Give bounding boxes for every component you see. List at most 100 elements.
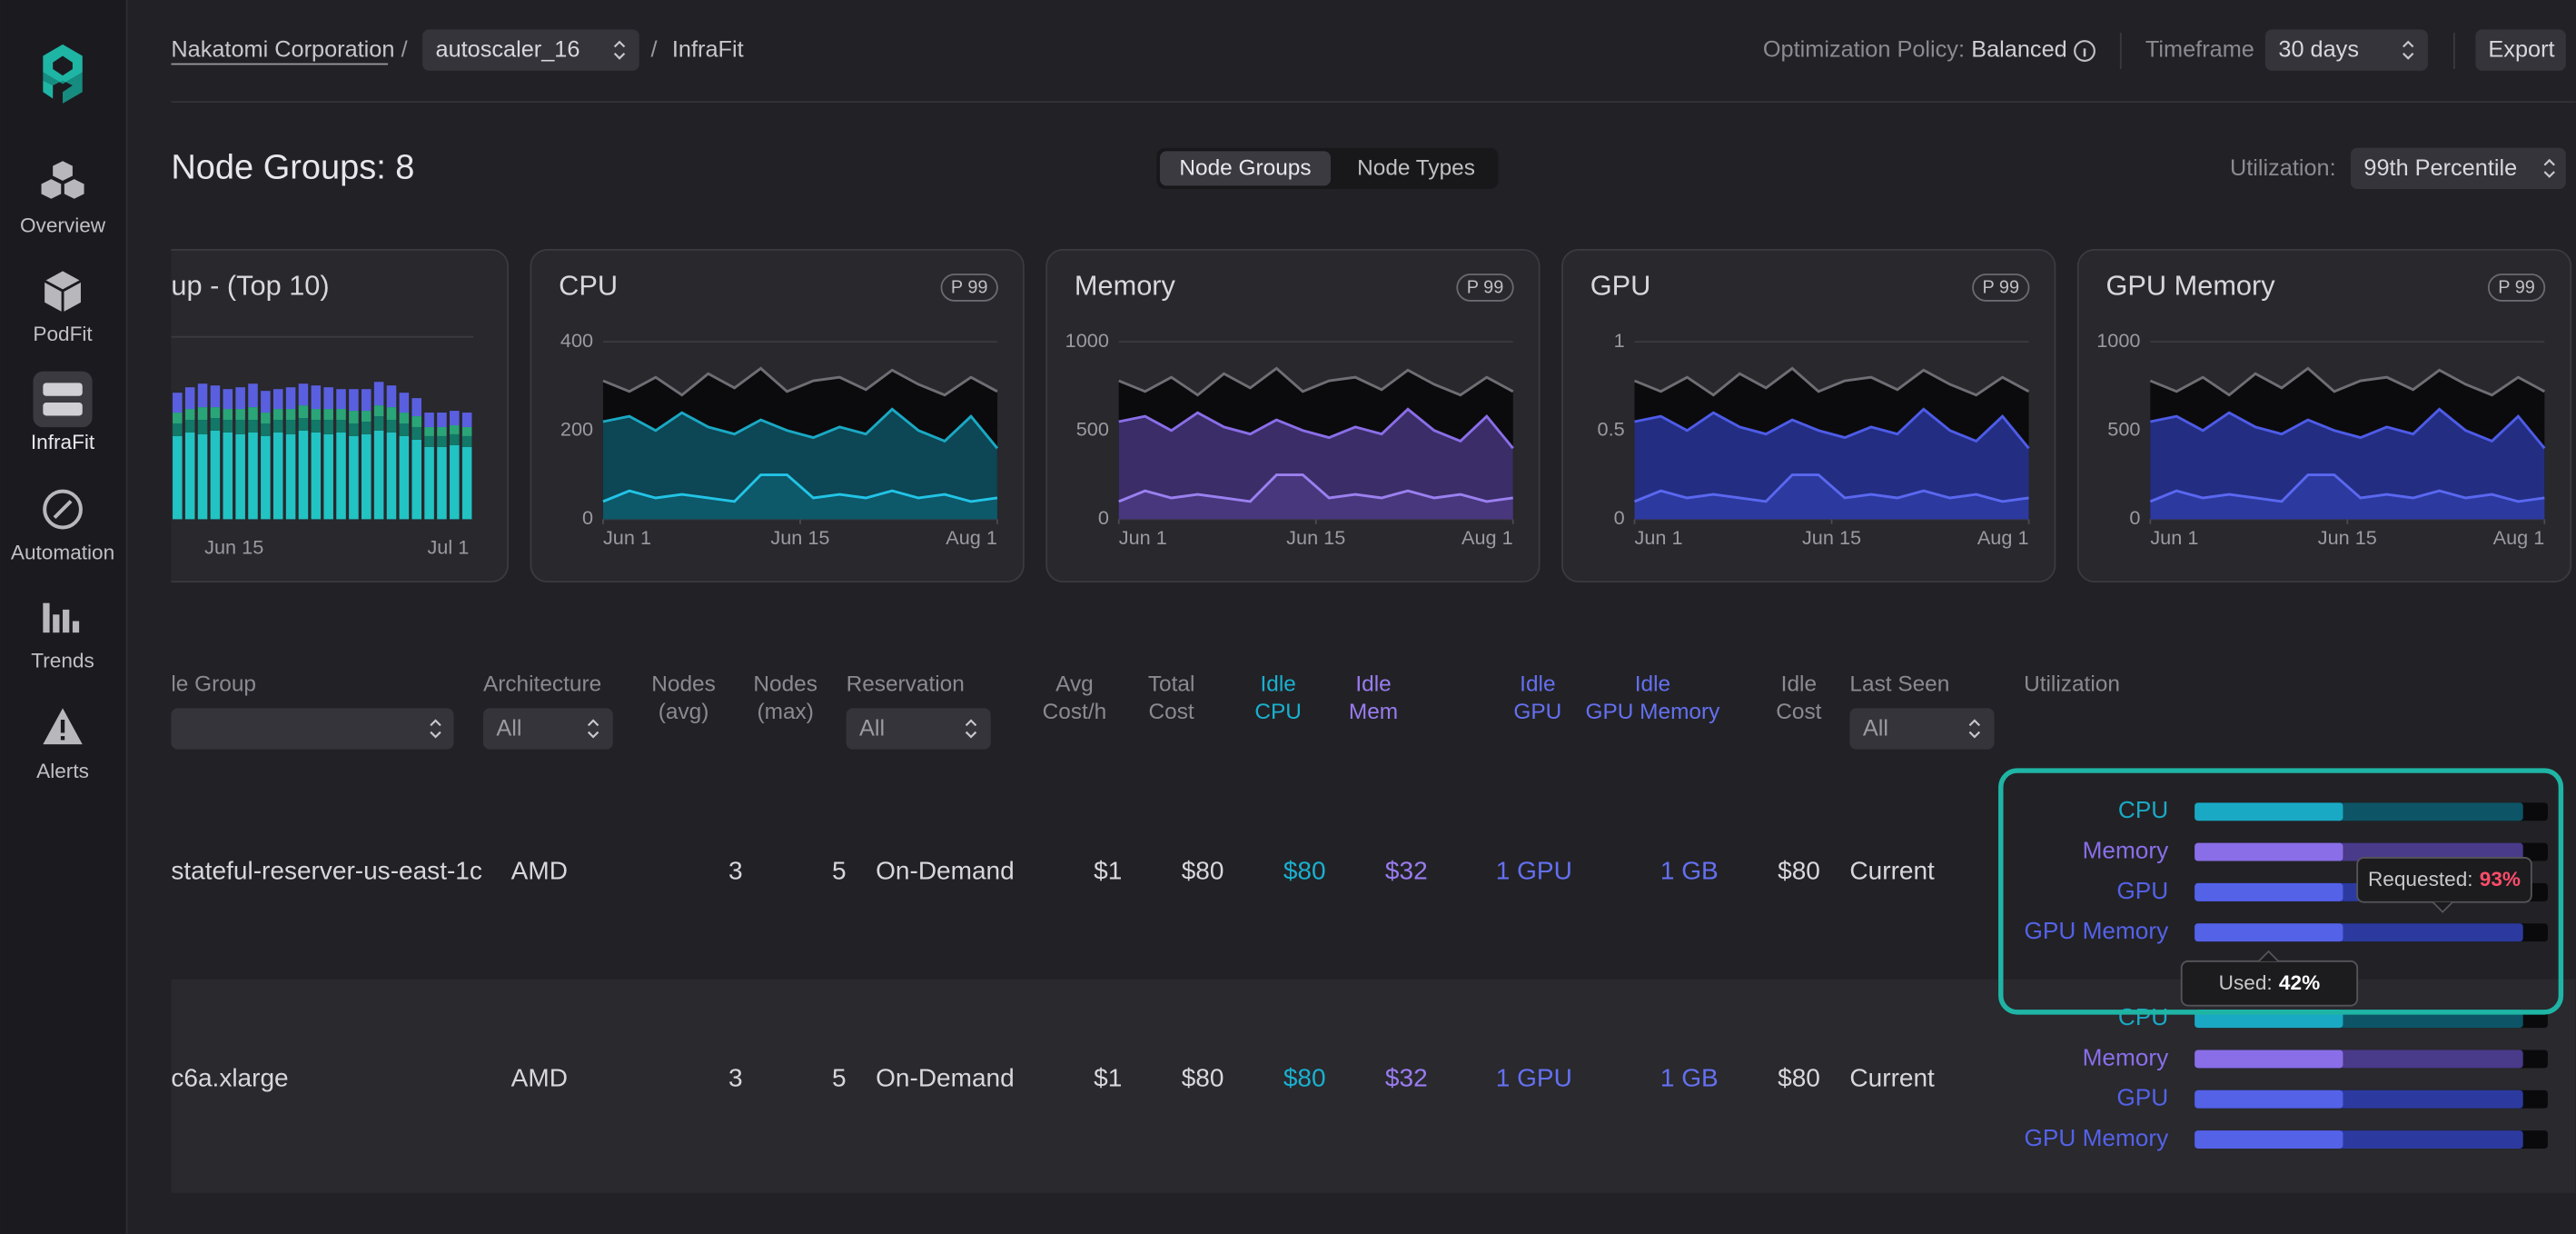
utilization-name: Memory [2083, 837, 2170, 864]
column-header: Nodes [753, 672, 817, 696]
chart-title: CPU [559, 270, 618, 302]
row-background [171, 979, 2576, 1193]
column-filter[interactable] [482, 708, 613, 750]
table-cell: 1 GB [1660, 1063, 1719, 1091]
bar-segment [235, 387, 245, 410]
column-header: le Group [171, 672, 256, 696]
badge [1456, 274, 1514, 302]
bar-segment [173, 393, 183, 413]
nav-item[interactable]: PodFit [33, 323, 93, 345]
column-header: Utilization [2024, 672, 2120, 696]
cluster-select[interactable] [422, 29, 639, 71]
separator: / [401, 37, 409, 63]
column-filter[interactable] [846, 708, 991, 750]
export-label[interactable]: Export [2488, 37, 2554, 63]
area-line [602, 366, 998, 397]
table-cell: $80 [1182, 857, 1224, 885]
bar-segment [386, 432, 397, 520]
utilization-name: GPU Memory [2025, 1124, 2170, 1151]
bar-segment [323, 409, 333, 421]
tab[interactable]: Node Groups [1179, 156, 1311, 181]
bar-segment [248, 407, 258, 421]
column-header: CPU [1254, 700, 1302, 724]
tooltip-arrow [2432, 901, 2453, 913]
x-tick-label: Jun 1 [1119, 526, 1167, 549]
nav-item[interactable]: Alerts [36, 760, 89, 782]
bar-segment [235, 433, 245, 520]
badge-label: P 99 [2498, 278, 2535, 298]
y-tick-label: 400 [560, 329, 593, 352]
bar-segment [336, 389, 346, 410]
bar-segment [349, 435, 359, 520]
column-filter[interactable] [1849, 708, 1995, 750]
area [1118, 474, 1513, 520]
bar-segment [223, 420, 233, 433]
bar-segment [411, 416, 421, 427]
bar-segment [223, 432, 233, 520]
select-chevron [587, 719, 599, 739]
column-header: Cost/h [1043, 700, 1107, 724]
info-icon[interactable] [2074, 40, 2095, 62]
utilization-name: Memory [2083, 1043, 2170, 1070]
utilization-name: CPU [2118, 796, 2168, 823]
y-tick-label: 0 [1098, 506, 1109, 529]
bar-segment [223, 389, 233, 410]
tab[interactable]: Node Types [1357, 156, 1475, 181]
table-cell: 3 [728, 1063, 743, 1091]
nav-item[interactable]: InfraFit [31, 431, 95, 453]
timeframe-select[interactable] [2264, 29, 2428, 71]
area-line [1118, 407, 1514, 450]
utilization-select[interactable] [2350, 147, 2566, 189]
bar-segment [184, 432, 195, 520]
bar-segment [210, 418, 221, 431]
y-tick-label: 0 [582, 506, 593, 529]
group-filter[interactable] [171, 708, 454, 750]
utilization-name: GPU [2116, 1084, 2168, 1111]
utilization-used [2195, 1130, 2343, 1149]
select-chevron [430, 719, 441, 739]
table-cell: stateful-reserver-us-east-1c [171, 857, 482, 885]
logo [43, 44, 83, 104]
policy-label: Optimization Policy: [1763, 37, 1965, 63]
bar-segment [173, 423, 183, 436]
org-link[interactable]: Nakatomi Corporation [171, 37, 394, 63]
column-header: GPU [1513, 700, 1561, 724]
area-line [2150, 407, 2546, 450]
bar-segment [184, 420, 195, 433]
bar-segment [361, 433, 372, 520]
nav-item[interactable]: Automation [11, 541, 114, 563]
area [1634, 474, 2029, 520]
export-button[interactable] [2475, 29, 2566, 71]
select-chevron [965, 719, 977, 739]
table-cell: 1 GPU [1496, 857, 1572, 885]
bar-segment [424, 426, 434, 436]
bar-segment [336, 409, 346, 421]
x-tick-label: Jun 15 [1802, 526, 1861, 549]
bar-segment [399, 435, 410, 520]
nav-item[interactable]: Overview [20, 214, 106, 237]
bar-segment [437, 413, 447, 427]
utilization-used [2195, 802, 2343, 821]
bar-segment [373, 416, 384, 431]
table-cell: 1 GB [1660, 857, 1719, 885]
column-header: Total [1148, 672, 1195, 696]
bar-segment [311, 420, 322, 433]
bar-segment [349, 423, 359, 436]
bar-segment [298, 430, 309, 520]
nav-item[interactable]: Trends [31, 650, 94, 672]
bar-segment [323, 387, 333, 410]
bar-segment [361, 389, 372, 412]
tooltip-arrow [2258, 950, 2280, 962]
tab-active[interactable] [1159, 151, 1332, 186]
table-cell: On-Demand [876, 1063, 1015, 1091]
badge-label: P 99 [951, 278, 988, 298]
x-tick-label: Aug 1 [2493, 526, 2545, 549]
chart-title: Memory [1075, 270, 1176, 302]
badge-label: P 99 [1983, 278, 2020, 298]
table-cell: $80 [1778, 1063, 1820, 1091]
bar-segment [323, 420, 333, 434]
y-tick-label: 0 [1614, 506, 1625, 529]
bar-segment [235, 420, 245, 434]
bar-segment [261, 413, 271, 423]
bar-segment [437, 426, 447, 436]
